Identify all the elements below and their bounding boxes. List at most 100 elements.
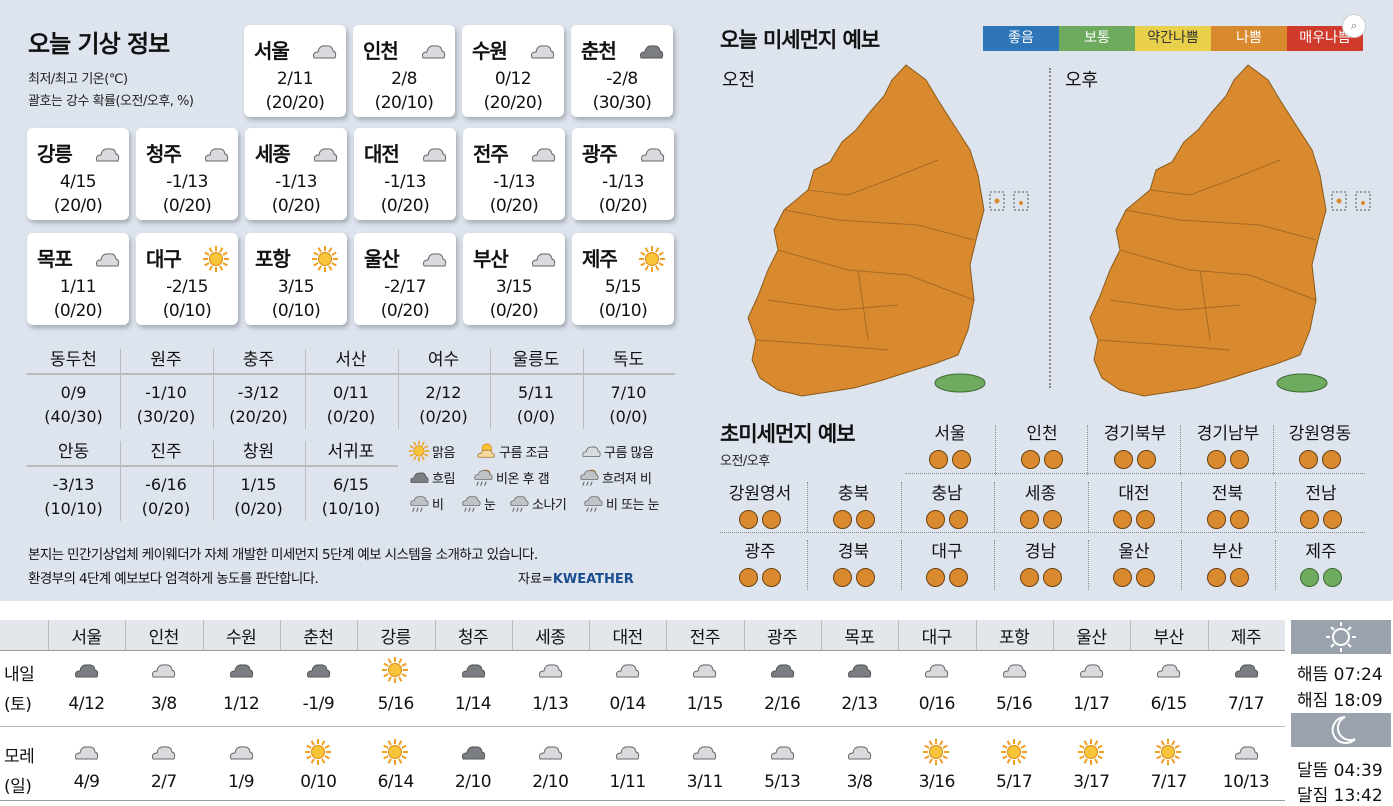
- other-city-prob: (20/20): [229, 407, 288, 426]
- city-name: 강릉: [37, 142, 73, 166]
- city-temp: -1/13: [493, 172, 535, 192]
- ultra-dust-region: 울산: [1089, 538, 1179, 592]
- header-divider: [821, 620, 822, 650]
- sun-icon: [382, 739, 409, 765]
- cloud-icon: [922, 656, 950, 689]
- sunset-time: 해짐 18:09: [1297, 691, 1383, 711]
- column-divider: [305, 441, 306, 521]
- other-city-prob: (0/20): [326, 407, 376, 426]
- forecast-city: 춘천: [303, 628, 334, 648]
- city-temp: 3/15: [277, 277, 315, 297]
- cloud-icon: [582, 446, 601, 457]
- sun-outline-icon: [1326, 622, 1356, 652]
- sun-icon: [923, 739, 950, 765]
- am-level-dot: [739, 568, 758, 587]
- day2-label: 모레: [4, 747, 35, 767]
- region-name: 서울: [934, 424, 966, 444]
- city-name: 목포: [37, 247, 73, 271]
- region-name: 제주: [1305, 542, 1337, 562]
- cloud-icon: [693, 664, 717, 678]
- region-name: 전남: [1305, 484, 1337, 504]
- region-name: 부산: [1211, 542, 1244, 562]
- rain-or-snow-icon: [584, 496, 603, 512]
- city-name: 서울: [254, 39, 290, 63]
- legend-label: 비 또는 눈: [606, 497, 660, 513]
- am-level-dot: [832, 510, 852, 529]
- cloud-icon: [536, 656, 564, 689]
- other-city-temp: -3/13: [52, 475, 95, 494]
- forecast-city: 제주: [1230, 628, 1262, 648]
- am-level-dot: [832, 568, 852, 587]
- day1-temp: 3/8: [150, 694, 177, 714]
- page-title: 오늘 기상 정보: [28, 30, 170, 58]
- city-card: 춘천 -2/8 (30/30): [571, 25, 673, 117]
- other-city-name: 울릉도: [489, 345, 583, 375]
- day1-temp: 0/16: [918, 694, 956, 714]
- city-prob: (20/20): [265, 93, 325, 113]
- grid-line: [905, 473, 1365, 474]
- source-label: 자료=KWEATHER: [518, 572, 634, 587]
- region-name: 인천: [1026, 424, 1058, 444]
- city-prob: (0/20): [271, 196, 321, 216]
- other-city-temp: 6/15: [333, 475, 369, 494]
- pm-level-dot: [949, 510, 968, 529]
- forecast-city: 수원: [225, 628, 257, 648]
- legend-item: 소나기: [508, 492, 567, 514]
- dark-cloud-icon: [845, 656, 873, 689]
- map-divider: [1049, 68, 1051, 388]
- other-city-prob: (0/20): [234, 499, 283, 518]
- legend-item: 흐려져 비: [578, 466, 652, 488]
- am-level-dot: [929, 450, 948, 469]
- city-temp: -1/13: [275, 172, 317, 192]
- other-city: 충주 -3/12 (20/20): [212, 345, 305, 429]
- sun-icon: [922, 738, 950, 771]
- region-dots: [1275, 450, 1365, 474]
- other-city-prob: (40/30): [44, 407, 103, 426]
- cloud-icon: [1002, 664, 1026, 678]
- header-divider: [125, 620, 127, 650]
- column-divider: [490, 349, 491, 429]
- city-temp: -2/17: [384, 277, 426, 297]
- region-divider: [995, 425, 996, 475]
- other-city-temp: 0/11: [333, 383, 369, 402]
- dark-cloud-icon: [637, 37, 665, 69]
- city-temp: -1/13: [166, 172, 208, 192]
- other-city-temp: 5/11: [518, 383, 554, 402]
- rain-icon: [410, 496, 429, 512]
- day2-temp: 5/17: [996, 772, 1033, 792]
- header-divider: [511, 620, 513, 650]
- dark-cloud-icon: [72, 656, 100, 689]
- sun-icon: [639, 246, 665, 272]
- other-city-temp: 0/9: [60, 383, 87, 402]
- sun-icon: [1077, 739, 1104, 765]
- legend-label: 소나기: [532, 497, 567, 513]
- other-city-name: 창원: [212, 437, 305, 467]
- pm-level-dot: [1042, 510, 1062, 529]
- am-level-dot: [739, 510, 758, 529]
- snow-icon: [462, 496, 481, 512]
- city-prob: (0/20): [598, 196, 648, 216]
- region-name: 대전: [1118, 484, 1150, 504]
- cloud-icon: [616, 746, 640, 760]
- city-card: 대전 -1/13 (0/20): [354, 128, 456, 220]
- cloud-icon: [1234, 746, 1258, 760]
- cloud-icon: [770, 746, 794, 760]
- city-temp: 4/15: [59, 172, 97, 192]
- zoom-icon[interactable]: ⌕: [1342, 14, 1366, 38]
- column-divider: [582, 349, 584, 429]
- city-card: 대구 -2/15 (0/10): [136, 233, 238, 325]
- other-city-prob: (10/10): [321, 499, 381, 518]
- pm-level-dot: [952, 450, 971, 469]
- day2-temp: 2/7: [150, 772, 177, 792]
- region-name: 대구: [931, 542, 963, 562]
- region-name: 경기남부: [1196, 424, 1260, 444]
- region-divider: [1274, 482, 1276, 532]
- city-card: 수원 0/12 (20/20): [462, 25, 564, 117]
- city-prob: (0/20): [380, 301, 430, 321]
- sun-icon: [1154, 738, 1182, 771]
- cloud-icon: [1154, 656, 1182, 689]
- region-divider: [1087, 425, 1088, 475]
- region-divider: [900, 540, 902, 590]
- header-divider: [202, 620, 204, 650]
- region-name: 세종: [1024, 484, 1057, 504]
